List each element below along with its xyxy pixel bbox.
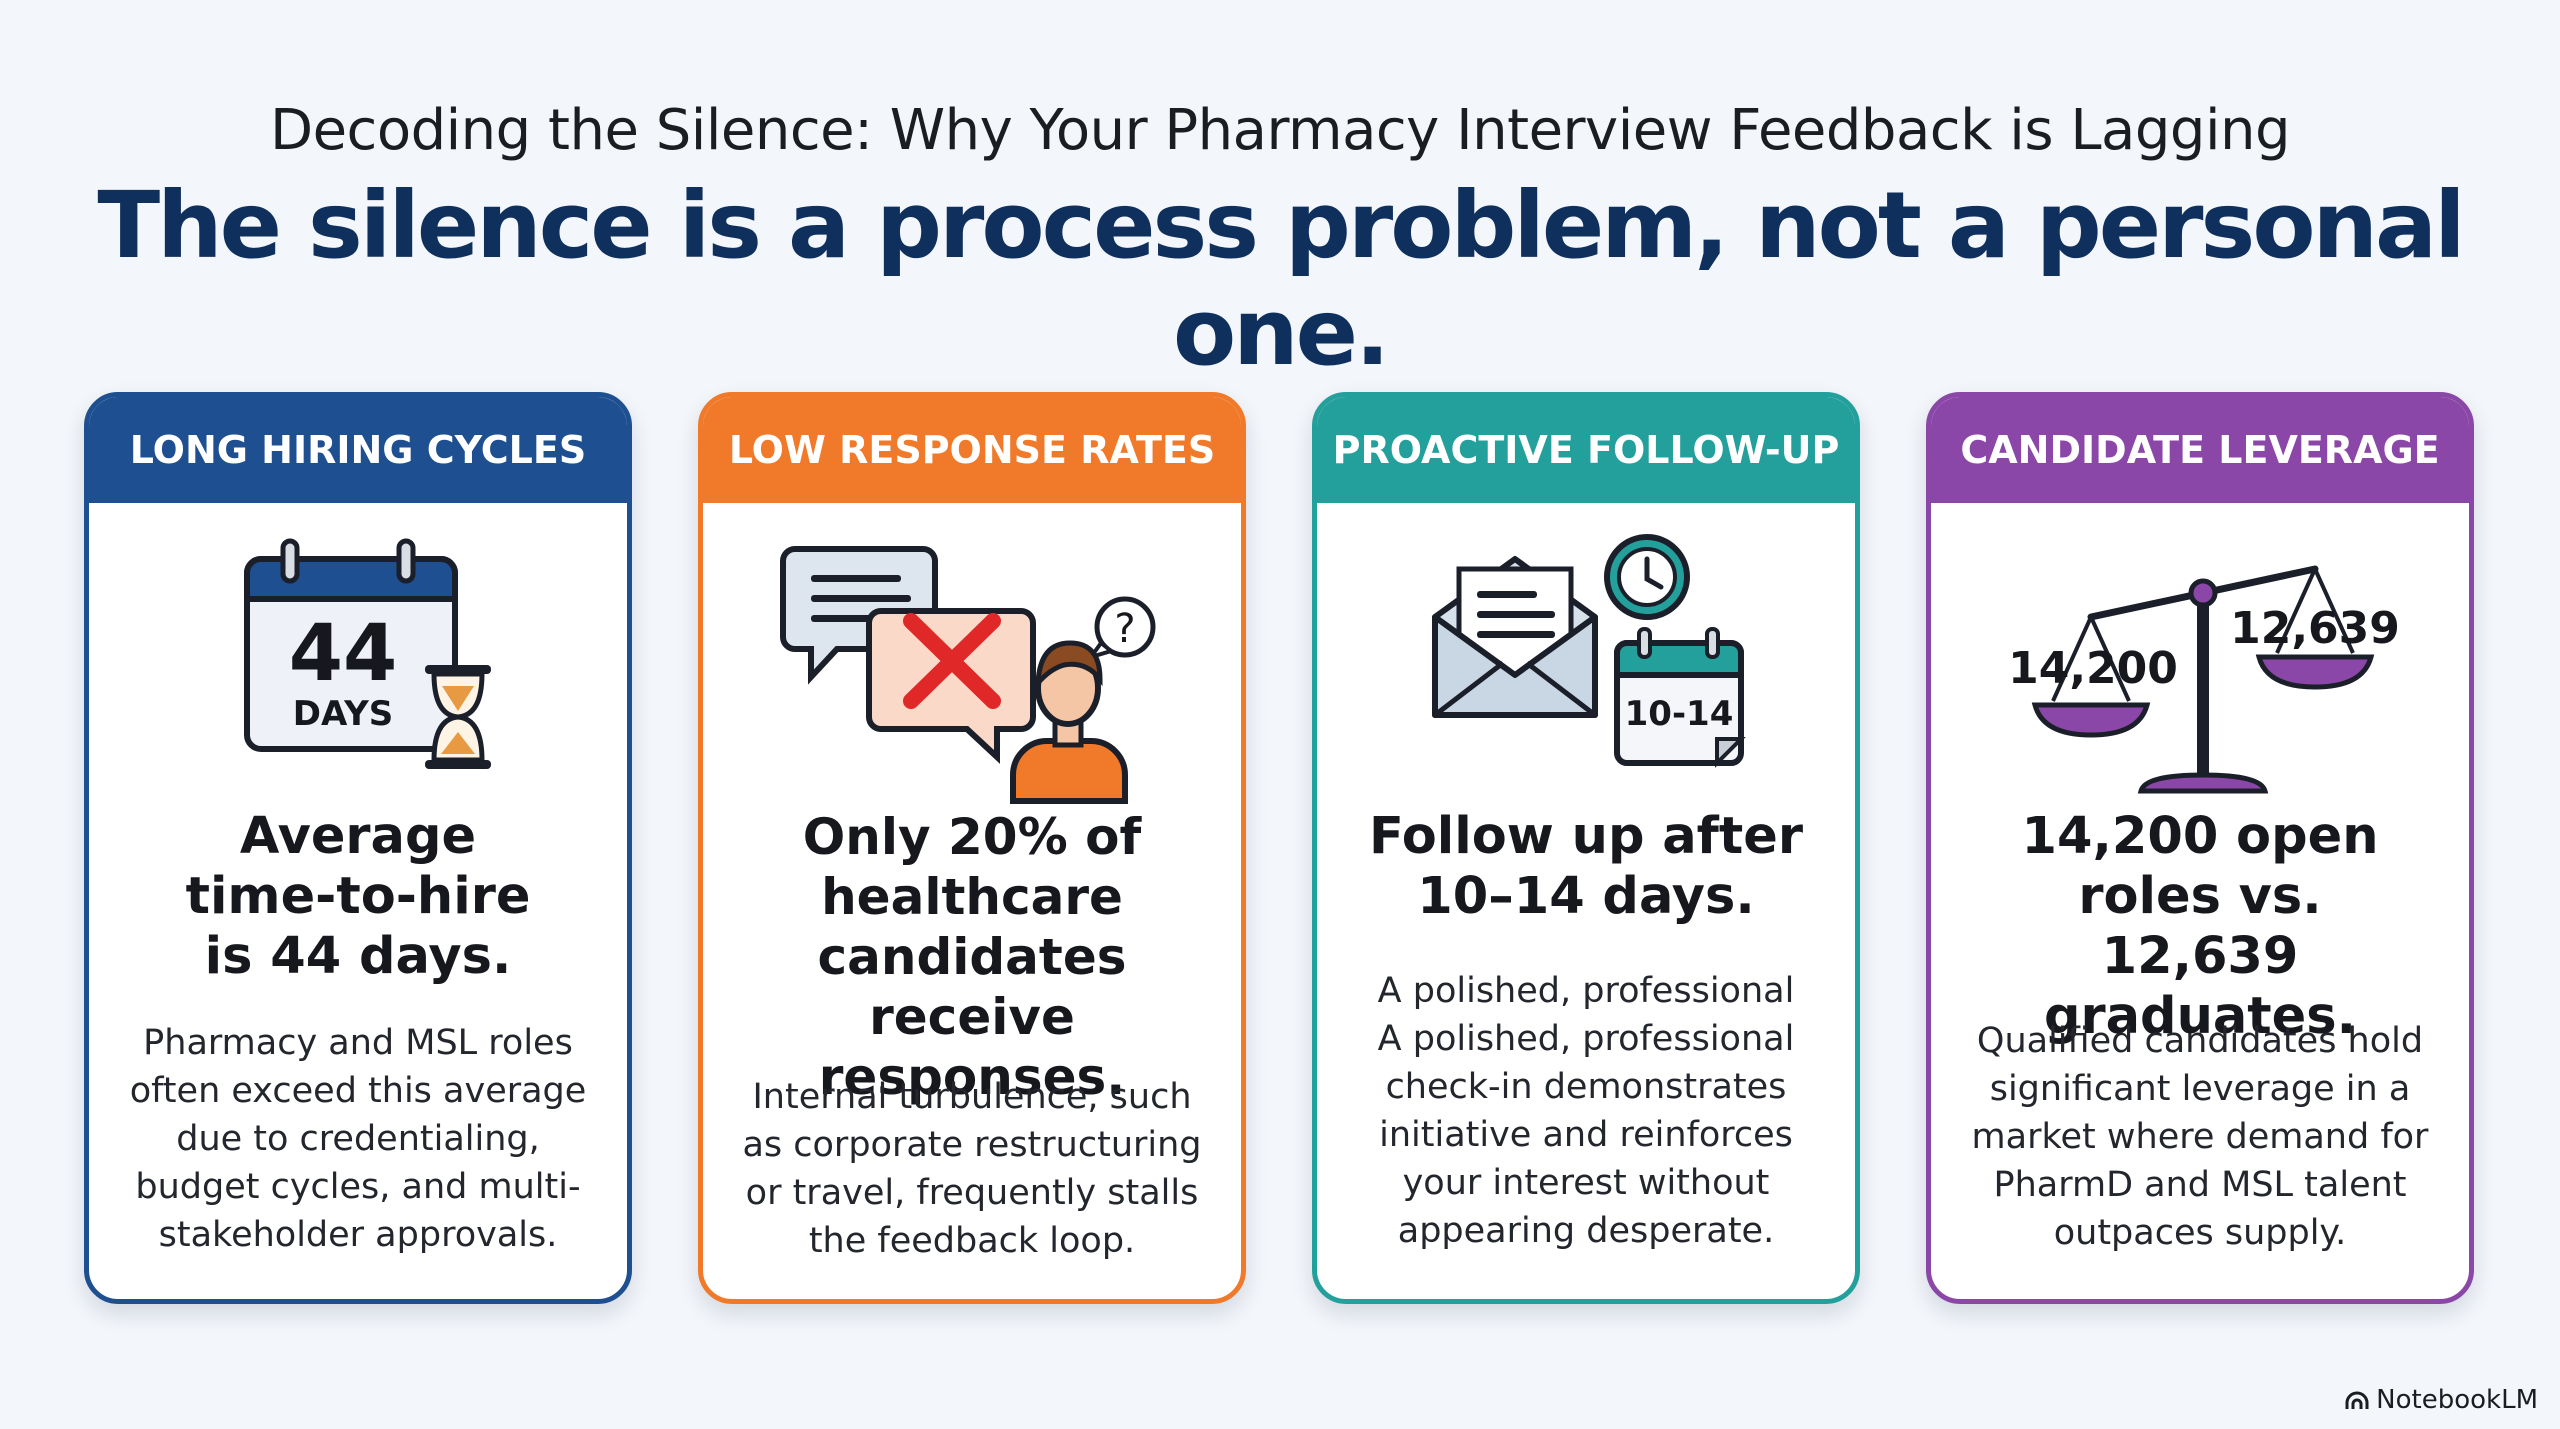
brand-label: NotebookLM (2376, 1385, 2538, 1415)
card-body: A polished, professional A polished, pro… (1377, 971, 1795, 1251)
left-pan-value: 14,200 (2008, 643, 2178, 694)
card-title: Follow up after 10–14 days. (1369, 807, 1803, 926)
calendar-number: 44 (289, 609, 398, 699)
calendar-range: 10-14 (1625, 694, 1734, 734)
card-header: LOW RESPONSE RATES (703, 397, 1241, 503)
card-title: 14,200 open roles vs. 12,639 graduates. (2021, 807, 2379, 1046)
card-long-hiring-cycles: LONG HIRING CYCLES 44 DAYS Average time-… (84, 392, 632, 1304)
calendar-unit: DAYS (293, 694, 393, 734)
card-body: Internal turbulence, such as corporate r… (742, 1077, 1202, 1261)
card-title: Only 20% of healthcare candidates receiv… (802, 808, 1142, 1106)
envelope-clock-calendar-icon: 10-14 (1317, 525, 1855, 1185)
page-headline: The silence is a process problem, not a … (97, 172, 2465, 386)
card-title: Average time-to-hire is 44 days. (185, 807, 531, 986)
card-low-response-rates: LOW RESPONSE RATES ? Only 20% of healthc… (698, 392, 1246, 1304)
card-body: Qualified candidates hold significant le… (1971, 1021, 2429, 1253)
right-pan-value: 12,639 (2230, 603, 2400, 654)
card-header: PROACTIVE FOLLOW-UP (1317, 397, 1855, 503)
card-proactive-follow-up: PROACTIVE FOLLOW-UP 10-14 Follow up afte… (1312, 392, 1860, 1304)
calendar-hourglass-icon: 44 DAYS (89, 525, 627, 1185)
notebooklm-logo-icon (2345, 1391, 2369, 1409)
page-subtitle: Decoding the Silence: Why Your Pharmacy … (269, 98, 2291, 163)
chat-no-response-icon: ? (703, 525, 1241, 1185)
balance-scale-icon: 14,200 12,639 (1931, 525, 2469, 1185)
card-body: Pharmacy and MSL roles often exceed this… (129, 1023, 587, 1255)
notebooklm-brand: NotebookLM (2344, 1385, 2538, 1415)
question-mark: ? (1114, 606, 1135, 652)
card-header: CANDIDATE LEVERAGE (1931, 397, 2469, 503)
card-candidate-leverage: CANDIDATE LEVERAGE 14,200 12,639 14,200 … (1926, 392, 2474, 1304)
card-header: LONG HIRING CYCLES (89, 397, 627, 503)
